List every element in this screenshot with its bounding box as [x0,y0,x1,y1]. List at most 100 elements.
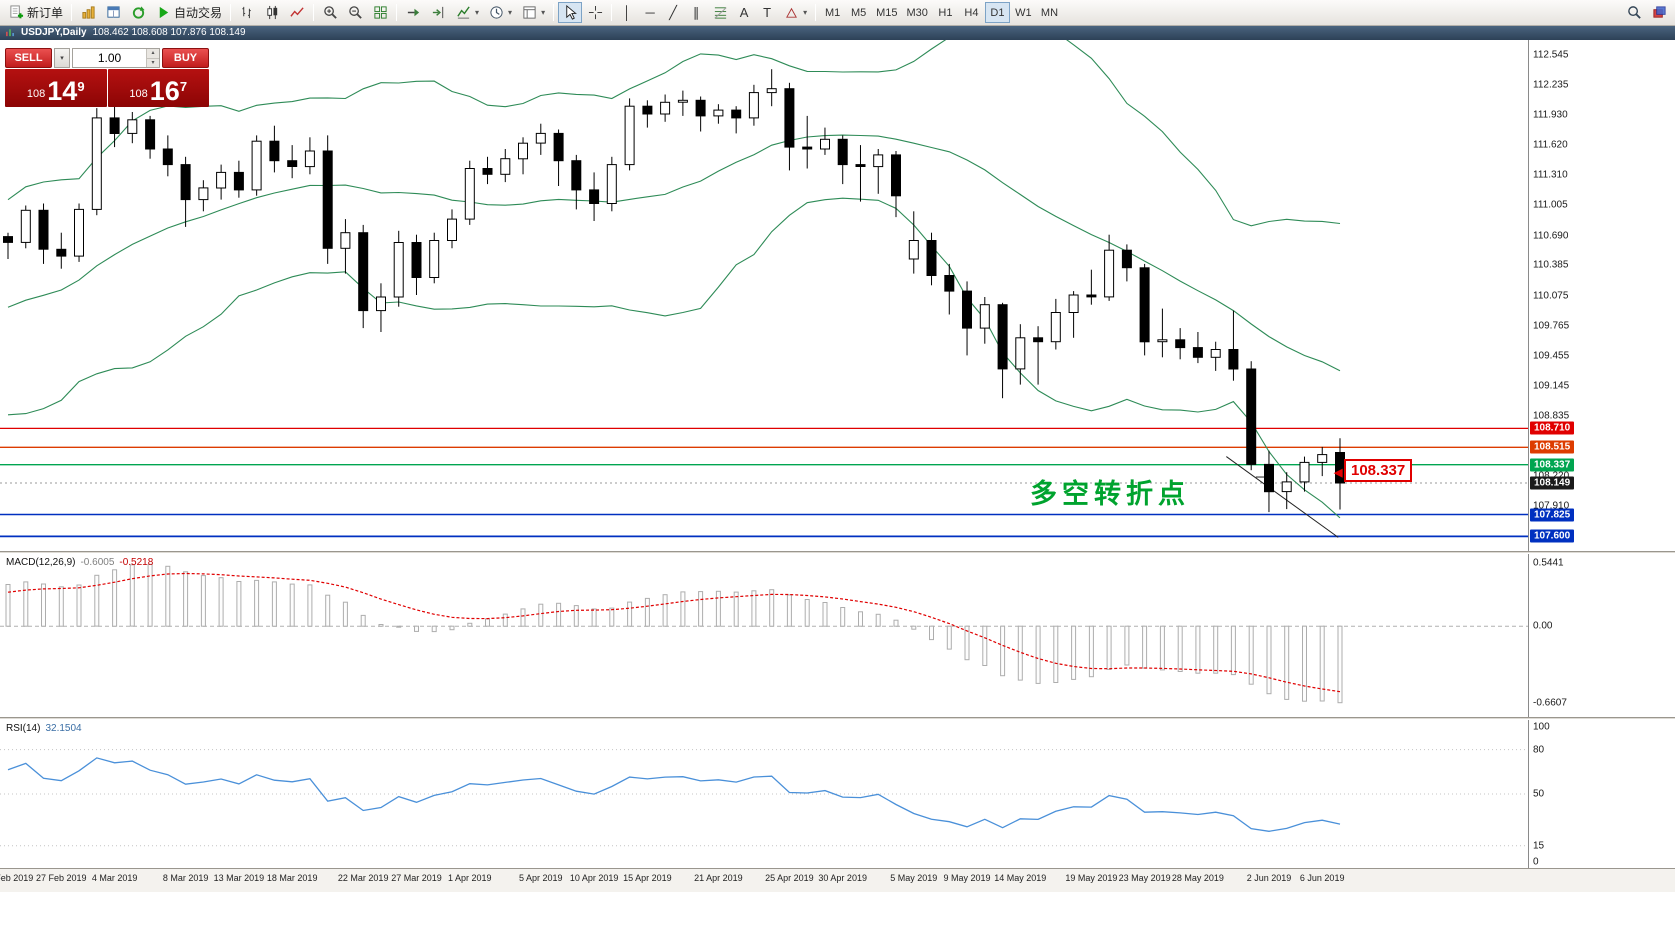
rsi-panel[interactable]: RSI(14) 32.1504 [0,720,1528,868]
rsi-axis-label: 100 [1533,721,1550,733]
templates-button[interactable]: ▾ [517,2,549,23]
new-order-button[interactable]: 新订单 [4,2,67,23]
zoom-in-button[interactable] [318,2,342,23]
zoom-in-icon [322,5,338,21]
navigator-button[interactable] [126,2,150,23]
timeframe-mn-button[interactable]: MN [1037,2,1062,23]
toolbar-separator [611,4,613,21]
date-axis-label: 2 Jun 2019 [1246,873,1292,883]
toolbar-separator [71,4,73,21]
macd-chart[interactable] [0,554,1528,717]
market-watch-button[interactable] [76,2,100,23]
price-axis-label: 112.235 [1533,79,1569,91]
date-axis-label: 18 Mar 2019 [266,873,318,883]
zoom-out-button[interactable] [343,2,367,23]
buy-button[interactable]: BUY [162,48,209,68]
fibonacci-button[interactable] [708,2,732,23]
shapes-icon [783,5,799,21]
rsi-chart[interactable] [0,720,1528,868]
toolbar-separator [553,4,555,21]
volume-up-button[interactable]: ▴ [147,49,159,59]
indicators-button[interactable]: ▾ [451,2,483,23]
template-icon [521,5,537,21]
timeframe-d1-button[interactable]: D1 [984,2,1010,23]
trendline-button[interactable]: ╱ [662,2,684,23]
price-axis-label: 111.310 [1533,169,1568,181]
macd-panel[interactable]: MACD(12,26,9) -0.6005 -0.5218 [0,554,1528,717]
price-axis[interactable]: 112.545 112.235 111.930 111.620 111.310 111.0… [1529,40,1675,551]
zoom-out-icon [347,5,363,21]
chart-shift-button[interactable] [426,2,450,23]
line-chart-mode-button[interactable] [285,2,309,23]
indicator-icon [455,5,471,21]
data-window-button[interactable] [101,2,125,23]
timeframe-m5-button[interactable]: M5 [846,2,871,23]
volume-input[interactable] [73,49,146,67]
macd-axis[interactable]: 0.5441 0.00 -0.6607 [1529,554,1675,717]
date-axis-label: 10 Apr 2019 [569,873,619,883]
sell-pipette: 9 [77,79,85,94]
date-axis-label: 27 Feb 2019 [36,873,87,883]
date-axis-label: 21 Apr 2019 [694,873,743,883]
sell-big-figure: 108 [26,88,46,100]
buy-pips: 16 [149,76,180,106]
timeframe-m1-button[interactable]: M1 [820,2,845,23]
timeframe-m30-button[interactable]: M30 [903,2,932,23]
buy-price[interactable]: 108 16 7 [107,69,209,107]
panel-separator[interactable] [0,717,1675,720]
timeframe-h1-button[interactable]: H1 [933,2,958,23]
sell-price[interactable]: 108 14 9 [5,69,107,107]
search-button[interactable] [1622,2,1646,23]
timeframe-m15-button[interactable]: M15 [872,2,901,23]
caret-down-icon: ▾ [541,8,546,17]
timeframe-w1-button[interactable]: W1 [1011,2,1036,23]
crosshair-button[interactable] [583,2,607,23]
vertical-line-icon: │ [623,5,632,20]
timeframe-h4-button[interactable]: H4 [959,2,984,23]
auto-scroll-button[interactable] [401,2,425,23]
rsi-axis[interactable]: 100 80 50 15 0 [1529,720,1675,868]
cursor-button[interactable] [558,2,583,23]
volume-down-button[interactable]: ▾ [147,58,159,67]
panel-separator[interactable] [0,551,1675,554]
horizontal-line-button[interactable]: ─ [639,2,661,23]
rsi-axis-label: 50 [1533,788,1545,800]
price-axis-label: 109.145 [1533,380,1570,392]
date-axis-label: 22 Feb 2019 [0,873,34,883]
one-click-trading-panel: SELL ▾ ▴ ▾ BUY 108 14 9 108 16 7 [5,48,209,107]
main-toolbar: 新订单 自动交易 ▾ ▾ ▾ │ ─ ╱ ∥ A T ▾ M1 M5 M15 M30 H1 H4 D1 W1 MN [0,0,1675,26]
linechart-icon [289,5,305,21]
channel-icon: ∥ [692,5,700,20]
arrows-button[interactable]: ▾ [779,2,811,23]
price-axis-label: 108.835 [1533,410,1570,422]
volume-field: ▴ ▾ [72,48,160,68]
auto-trading-label: 自动交易 [174,6,223,20]
price-axis-label: 109.455 [1533,350,1570,362]
horizontal-line-icon: ─ [645,5,655,20]
price-badge: 108.337 [1530,458,1575,472]
main-chart-panel[interactable]: SELL ▾ ▴ ▾ BUY 108 14 9 108 16 7 [0,40,1528,551]
text-button[interactable]: A [733,2,755,23]
bar-chart-mode-button[interactable] [235,2,259,23]
candlestick-chart[interactable] [0,40,1528,551]
chart-annotation[interactable]: 多空转折点 [1030,479,1190,509]
vertical-line-button[interactable]: │ [616,2,638,23]
rsi-value: 32.1504 [45,723,82,734]
volume-dropdown-button[interactable]: ▾ [54,48,70,68]
candles-icon [264,5,280,21]
sell-button[interactable]: SELL [5,48,52,68]
periods-button[interactable]: ▾ [484,2,516,23]
toolbar-separator [230,4,232,21]
price-badge: 108.515 [1530,440,1575,454]
text-label-button[interactable]: T [756,2,778,23]
channel-button[interactable]: ∥ [685,2,707,23]
auto-trading-button[interactable]: 自动交易 [151,2,226,23]
candlestick-mode-button[interactable] [260,2,284,23]
layouts-button[interactable] [1647,2,1671,23]
ohlc-icon [239,5,255,21]
tile-windows-button[interactable] [368,2,392,23]
price-callout[interactable]: ◀ 108.337 [1334,459,1413,482]
text-label-icon: T [763,5,772,20]
price-badge: 107.825 [1530,508,1575,521]
